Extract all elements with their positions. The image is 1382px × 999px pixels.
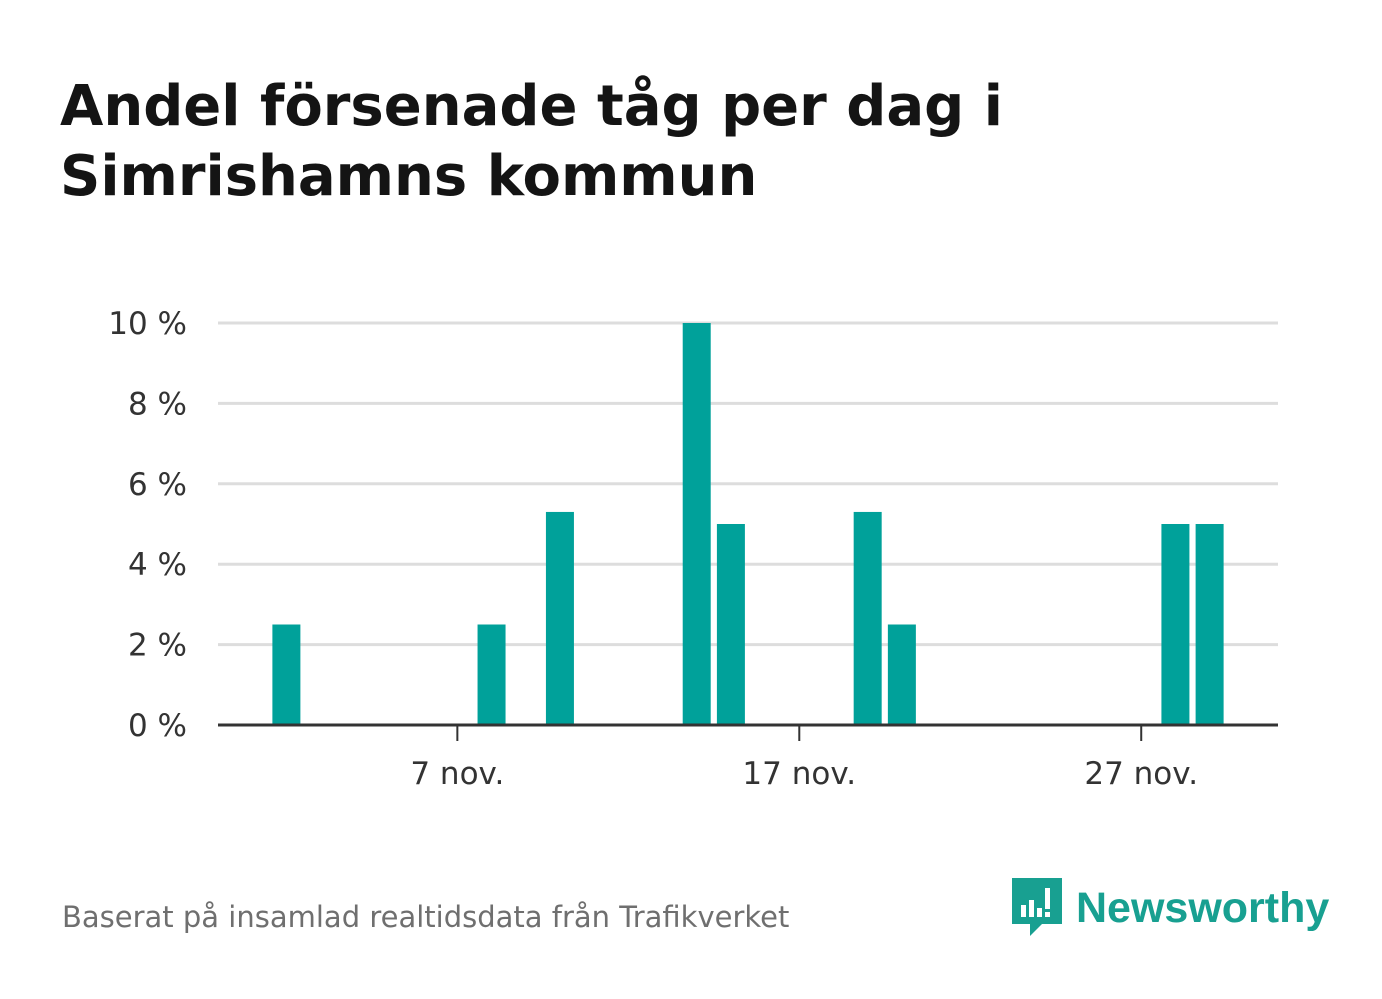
y-tick-label: 4 %: [128, 547, 187, 583]
x-tick-label: 27 nov.: [1084, 756, 1198, 792]
bar: [1195, 524, 1224, 725]
bar: [887, 624, 916, 725]
bar: [272, 624, 301, 725]
chart-title: Andel försenade tåg per dag i Simrishamn…: [60, 74, 1003, 209]
x-tick-label: 7 nov.: [410, 756, 504, 792]
bar: [716, 524, 745, 725]
newsworthy-logo-icon: [1012, 878, 1062, 936]
bar: [545, 511, 574, 725]
brand-name: Newsworthy: [1076, 883, 1330, 932]
gridlines: [218, 321, 1278, 647]
x-axis: [218, 723, 1278, 741]
y-tick-label: 8 %: [128, 386, 187, 422]
bar: [682, 323, 711, 725]
y-tick-label: 2 %: [128, 628, 187, 664]
x-axis-labels: 7 nov. 17 nov. 27 nov.: [410, 756, 1198, 792]
bar: [853, 511, 882, 725]
bar: [477, 624, 506, 725]
y-axis-labels: 0 % 2 % 4 % 6 % 8 % 10 %: [108, 306, 187, 744]
y-tick-label: 10 %: [108, 306, 187, 342]
bars: [272, 323, 1224, 725]
bar: [1161, 524, 1190, 725]
y-tick-label: 6 %: [128, 467, 187, 503]
brand-logo: Newsworthy: [1012, 878, 1329, 938]
source-note: Baserat på insamlad realtidsdata från Tr…: [62, 900, 790, 934]
y-tick-label: 0 %: [128, 708, 187, 744]
x-tick-label: 17 nov.: [742, 756, 856, 792]
